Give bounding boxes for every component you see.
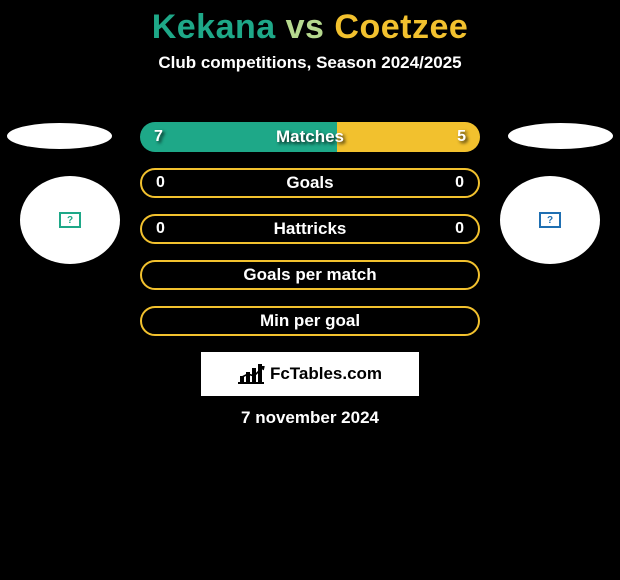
date-text: 7 november 2024 [0, 408, 620, 428]
title-vs: vs [286, 8, 325, 46]
page-title: Kekana vs Coetzee [0, 0, 620, 47]
brand-chart-icon [238, 364, 264, 384]
bar-label: Goals [286, 173, 333, 193]
stat-bar: 0 0 Hattricks [140, 214, 480, 244]
stat-bar: 7 5 Matches [140, 122, 480, 152]
bar-label: Goals per match [243, 265, 376, 285]
stat-bar: 0 0 Goals [140, 168, 480, 198]
club-ellipse-left [7, 123, 112, 149]
title-player-left: Kekana [152, 8, 276, 46]
brand-logo: FcTables.com [201, 352, 419, 396]
stat-bar: Goals per match [140, 260, 480, 290]
subtitle: Club competitions, Season 2024/2025 [0, 53, 620, 73]
stat-bar: Min per goal [140, 306, 480, 336]
badge-left-glyph: ? [59, 212, 81, 228]
bar-label: Hattricks [274, 219, 347, 239]
bar-value-left: 0 [156, 174, 165, 192]
bar-value-left: 7 [154, 128, 163, 146]
bar-label: Min per goal [260, 311, 360, 331]
bar-value-right: 0 [455, 174, 464, 192]
title-player-right: Coetzee [334, 8, 468, 46]
bar-value-right: 5 [457, 128, 466, 146]
badge-right-glyph: ? [539, 212, 561, 228]
bar-value-left: 0 [156, 220, 165, 238]
comparison-infographic: Kekana vs Coetzee Club competitions, Sea… [0, 0, 620, 580]
bar-label: Matches [276, 127, 344, 147]
club-ellipse-right [508, 123, 613, 149]
player-badge-left: ? [20, 176, 120, 264]
stat-bars: 7 5 Matches 0 0 Goals 0 0 Hattricks Goals per mat… [140, 122, 480, 352]
bar-value-right: 0 [455, 220, 464, 238]
player-badge-right: ? [500, 176, 600, 264]
brand-text: FcTables.com [270, 364, 382, 384]
